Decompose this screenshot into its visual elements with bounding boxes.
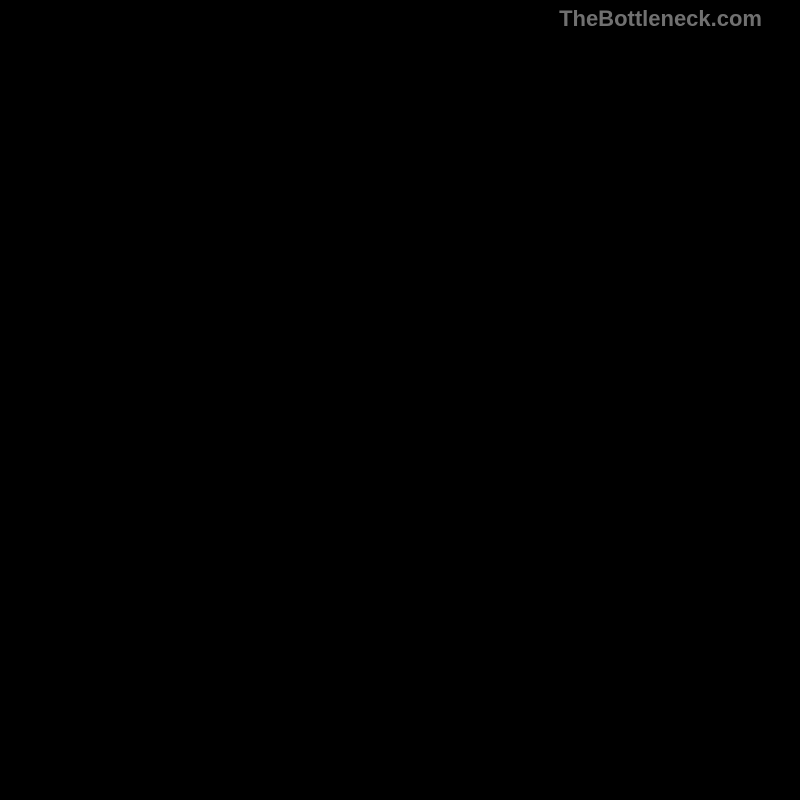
heatmap-chart (40, 40, 760, 760)
heatmap-canvas (40, 40, 760, 760)
watermark-text: TheBottleneck.com (559, 6, 762, 32)
